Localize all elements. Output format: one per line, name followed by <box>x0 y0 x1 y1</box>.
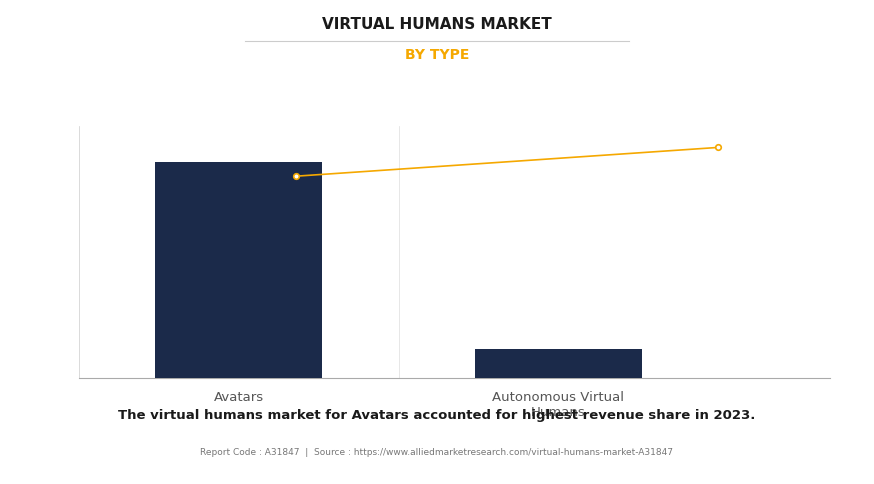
Text: VIRTUAL HUMANS MARKET: VIRTUAL HUMANS MARKET <box>323 17 551 32</box>
Bar <box>475 349 642 378</box>
Text: The virtual humans market for Avatars accounted for highest revenue share in 202: The virtual humans market for Avatars ac… <box>118 409 756 422</box>
Text: BY TYPE: BY TYPE <box>405 48 469 62</box>
Bar <box>156 162 322 378</box>
Text: Report Code : A31847  |  Source : https://www.alliedmarketresearch.com/virtual-h: Report Code : A31847 | Source : https://… <box>200 448 674 457</box>
